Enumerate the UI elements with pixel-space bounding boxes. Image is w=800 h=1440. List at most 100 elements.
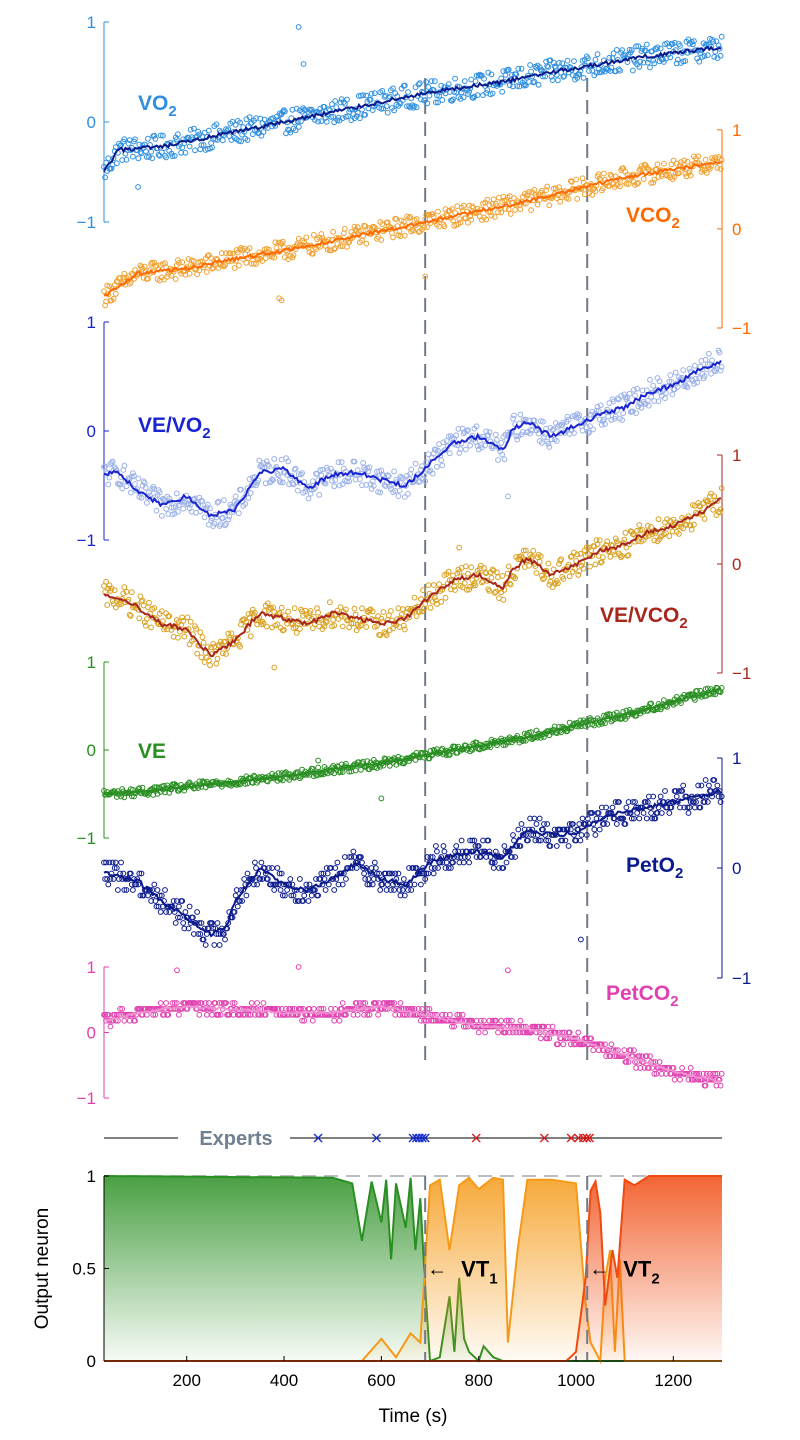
data-point: [587, 423, 593, 430]
data-point: [691, 521, 697, 528]
data-point: [625, 552, 632, 558]
data-point: [630, 67, 636, 74]
data-point: [254, 1000, 261, 1006]
x-tick-label: 800: [465, 1371, 493, 1390]
data-point: [135, 184, 141, 190]
tick-label-ve: −1: [77, 829, 96, 848]
data-point: [450, 859, 456, 866]
data-point: [671, 1076, 678, 1083]
data-point: [454, 854, 461, 860]
data-point: [291, 605, 298, 612]
data-point: [363, 624, 370, 630]
data-point: [557, 198, 563, 205]
data-point: [306, 1006, 313, 1012]
data-point: [642, 799, 649, 805]
data-point: [504, 493, 511, 500]
data-point: [384, 109, 391, 116]
data-point: [684, 804, 691, 811]
data-point: [588, 1035, 594, 1042]
data-point: [701, 516, 708, 522]
data-point: [501, 843, 508, 849]
data-point: [501, 456, 508, 463]
data-point: [643, 815, 650, 822]
data-point: [517, 206, 524, 213]
data-point: [268, 881, 274, 888]
data-point: [468, 564, 475, 571]
data-point: [520, 82, 527, 89]
data-point: [580, 75, 587, 81]
data-point: [386, 870, 393, 877]
data-point: [562, 427, 569, 434]
data-point: [330, 1011, 337, 1018]
data-point: [320, 870, 327, 877]
data-point: [136, 141, 143, 148]
data-point: [667, 372, 674, 379]
data-point: [237, 898, 243, 904]
data-point: [465, 219, 471, 226]
data-point: [412, 84, 419, 91]
data-point: [431, 594, 438, 601]
data-point: [142, 622, 149, 629]
data-point: [277, 479, 284, 486]
data-point: [472, 843, 479, 849]
data-point: [420, 587, 426, 594]
data-point: [605, 413, 612, 420]
data-point: [401, 232, 408, 239]
data-point: [244, 870, 251, 877]
data-point: [535, 81, 542, 88]
data-point: [217, 1011, 224, 1018]
data-point: [663, 171, 669, 178]
data-point: [543, 837, 549, 844]
data-point: [186, 270, 193, 277]
data-point: [658, 810, 665, 816]
data-point: [579, 427, 586, 434]
data-point: [635, 43, 642, 49]
data-point: [185, 925, 192, 932]
data-point: [535, 430, 542, 437]
data-point: [634, 810, 640, 816]
data-point: [537, 837, 544, 844]
data-point: [471, 93, 478, 100]
expert-vt1-mark: [408, 1133, 418, 1143]
data-point: [140, 892, 147, 899]
data-point: [572, 566, 578, 572]
data-point: [424, 854, 431, 860]
data-point: [711, 54, 718, 60]
data-point: [294, 487, 301, 494]
data-point: [283, 881, 289, 888]
data-point: [693, 799, 699, 805]
data-point: [343, 1011, 349, 1018]
data-point: [686, 365, 693, 372]
data-point: [315, 892, 322, 899]
data-point: [668, 378, 675, 385]
expert-vt2-mark: [471, 1133, 481, 1143]
data-point: [344, 96, 350, 103]
data-point: [695, 782, 702, 789]
data-point: [107, 1023, 114, 1030]
data-point: [575, 1029, 582, 1036]
data-point: [164, 782, 171, 789]
data-point: [258, 859, 265, 866]
data-point: [327, 599, 333, 606]
data-point: [506, 580, 513, 587]
data-point: [180, 505, 187, 512]
data-point: [608, 64, 615, 71]
data-point: [411, 881, 418, 888]
data-point: [357, 115, 363, 122]
data-point: [565, 416, 572, 423]
data-point: [229, 250, 236, 257]
data-point: [117, 1006, 123, 1012]
data-point: [270, 477, 277, 484]
y-axis-title: Output neuron: [32, 1208, 53, 1329]
data-point: [361, 1011, 368, 1018]
data-point: [316, 1006, 323, 1012]
data-point: [473, 1017, 480, 1024]
data-point: [511, 412, 517, 419]
data-point: [137, 149, 144, 156]
data-point: [718, 793, 725, 800]
data-point: [330, 113, 337, 120]
data-point: [367, 96, 374, 103]
data-point: [648, 700, 654, 707]
data-point: [161, 1011, 167, 1018]
data-point: [123, 156, 130, 163]
